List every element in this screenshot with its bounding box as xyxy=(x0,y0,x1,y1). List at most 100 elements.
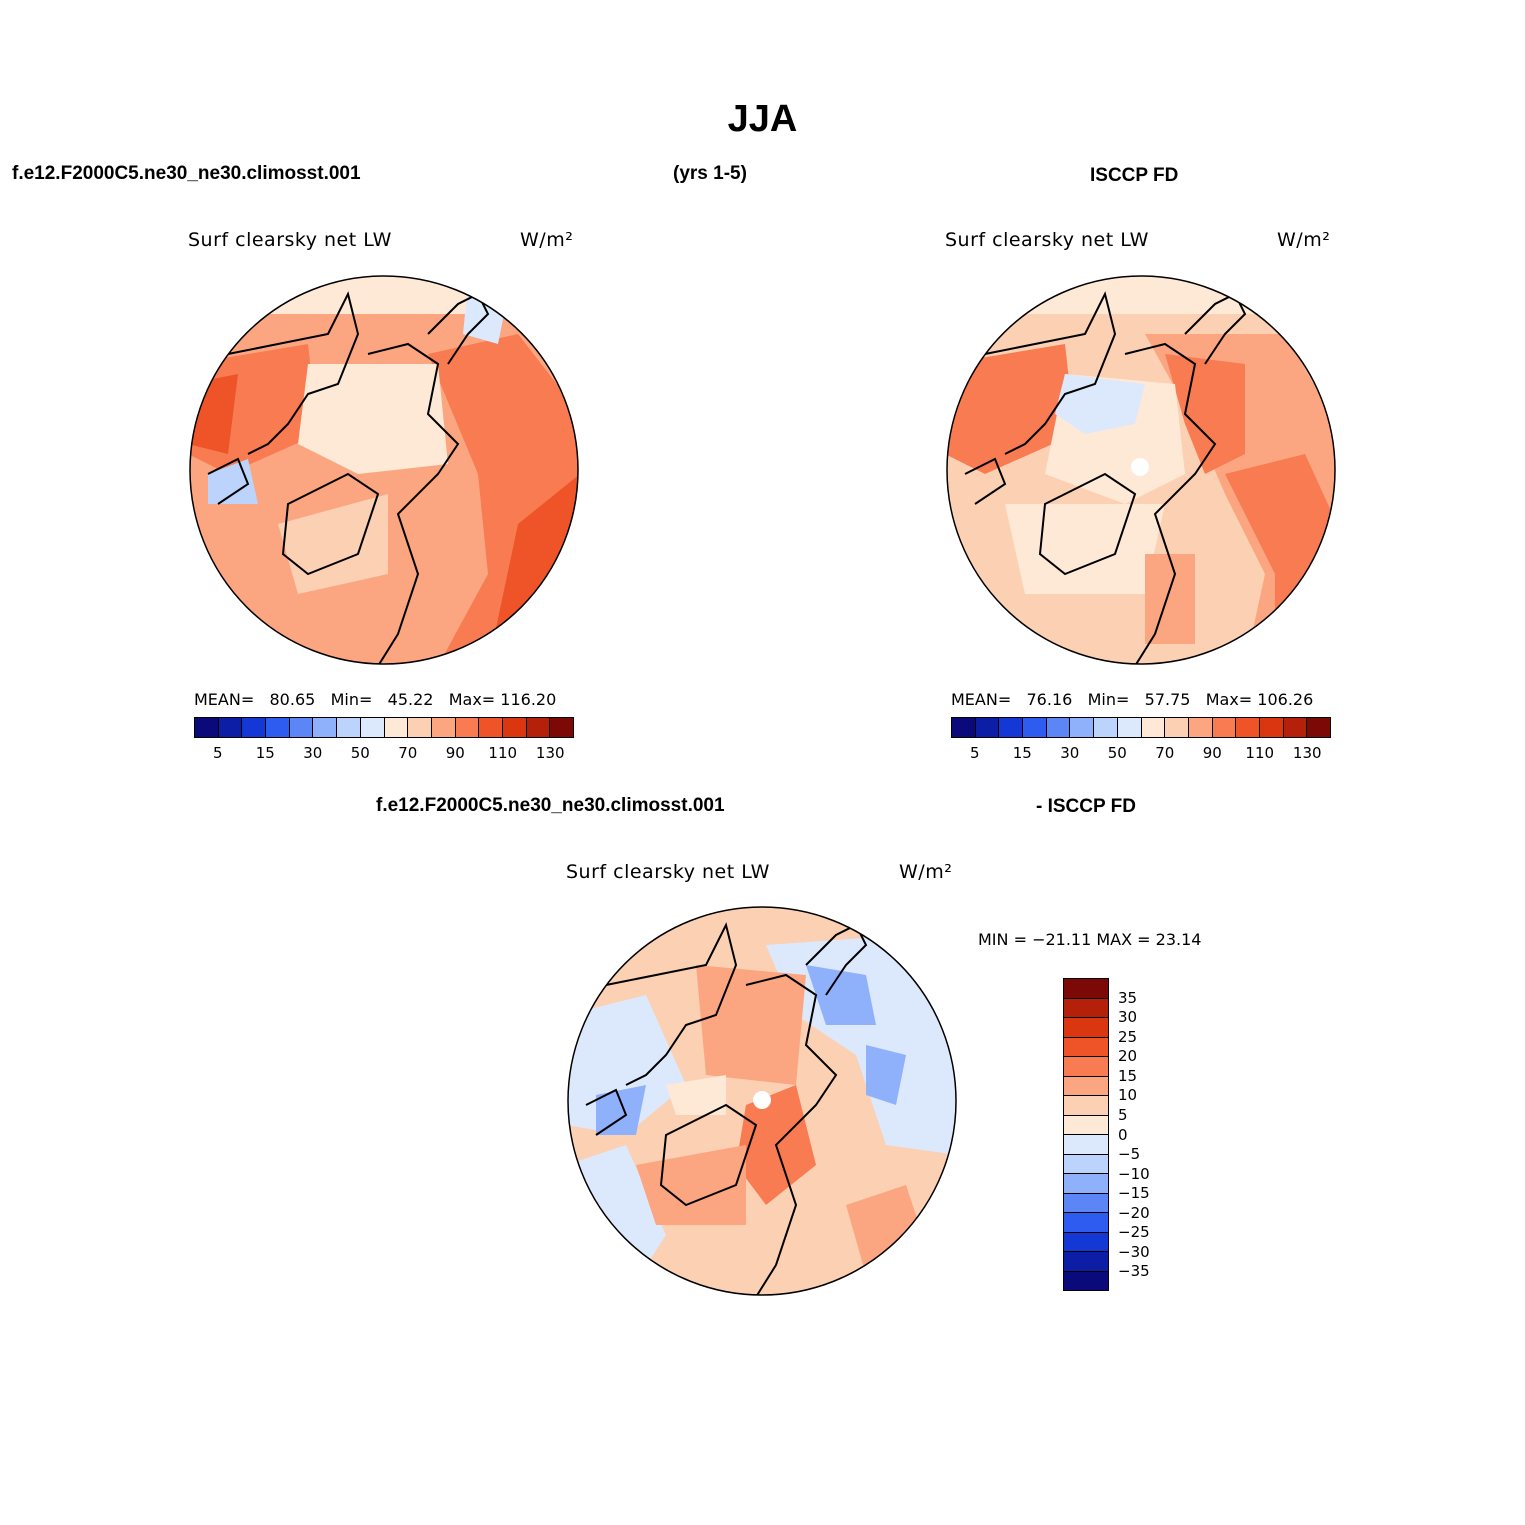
coastline xyxy=(805,923,868,996)
colorbar-tick-label: 50 xyxy=(1107,744,1127,762)
obs-panel-units: W/m² xyxy=(1277,229,1331,251)
colorbar-swatch xyxy=(1064,998,1108,1018)
field-region xyxy=(596,1085,646,1135)
colorbar-swatch xyxy=(1064,1232,1108,1252)
field-region xyxy=(806,965,876,1025)
model-stats: MEAN= 80.65 Min= 45.22 Max= 116.20 xyxy=(194,690,557,709)
colorbar-swatch xyxy=(431,718,456,737)
coastline xyxy=(207,457,250,505)
diff-minmax: MIN = −21.11 MAX = 23.14 xyxy=(978,930,1202,949)
colorbar-swatch xyxy=(1094,718,1118,737)
colorbar-swatch xyxy=(1064,1193,1108,1213)
field-region xyxy=(208,459,258,504)
obs-colorbar xyxy=(951,717,1331,738)
field-region xyxy=(666,1075,726,1115)
coastline xyxy=(1038,472,1137,576)
obs-panel-title: Surf clearsky net LW xyxy=(945,229,1149,251)
colorbar-swatch xyxy=(195,718,219,737)
colorbar-swatch xyxy=(1064,1252,1108,1272)
obs-polar-map xyxy=(946,275,1336,665)
colorbar-swatch xyxy=(1070,718,1095,737)
colorbar-tick-label: 15 xyxy=(255,744,275,762)
colorbar-swatch xyxy=(1064,1057,1108,1077)
field-region xyxy=(947,344,1075,474)
colorbar-swatch xyxy=(1165,718,1189,737)
colorbar-swatch xyxy=(1064,1076,1108,1096)
coastline xyxy=(367,342,460,664)
coastline xyxy=(427,292,490,365)
colorbar-swatch xyxy=(526,718,551,737)
colorbar-tick-label: 15 xyxy=(1012,744,1032,762)
colorbar-swatch xyxy=(313,718,338,737)
case-name-header: f.e12.F2000C5.ne30_ne30.climosst.001 xyxy=(12,163,361,184)
colorbar-swatch xyxy=(1259,718,1284,737)
model-polar-map xyxy=(189,275,579,665)
colorbar-tick-label: 70 xyxy=(1155,744,1175,762)
colorbar-tick-label: 10 xyxy=(1118,1086,1138,1105)
model-colorbar xyxy=(194,717,574,738)
colorbar-swatch xyxy=(1212,718,1237,737)
colorbar-tick-label: 5 xyxy=(969,744,980,762)
obs-name-header: ISCCP FD xyxy=(1090,165,1179,186)
colorbar-swatch xyxy=(218,718,243,737)
obs-colorbar-ticks: 5 15 30 50 70 90 110 130 xyxy=(951,744,1331,764)
colorbar-swatch xyxy=(360,718,385,737)
coastline xyxy=(984,291,1117,455)
colorbar-tick-label: 130 xyxy=(1292,744,1322,762)
colorbar-tick-label: −10 xyxy=(1118,1164,1150,1183)
coastline xyxy=(227,291,360,455)
colorbar-swatch xyxy=(1064,1213,1108,1233)
field-region xyxy=(766,935,956,1155)
colorbar-tick-label: 0 xyxy=(1118,1125,1128,1144)
colorbar-swatch xyxy=(1283,718,1308,737)
colorbar-tick-label: 15 xyxy=(1118,1066,1138,1085)
colorbar-tick-label: 50 xyxy=(350,744,370,762)
diff-case-header: f.e12.F2000C5.ne30_ne30.climosst.001 xyxy=(376,795,725,816)
obs-stats: MEAN= 76.16 Min= 57.75 Max= 106.26 xyxy=(951,690,1314,709)
colorbar-tick-label: 90 xyxy=(445,744,465,762)
colorbar-tick-label: 110 xyxy=(488,744,518,762)
model-panel-title: Surf clearsky net LW xyxy=(188,229,392,251)
diff-colorbar-ticks: 35 30 25 20 15 10 5 0 −5 −10 −15 −20 −25 −30 −35 xyxy=(1118,978,1178,1291)
colorbar-tick-label: 35 xyxy=(1118,988,1138,1007)
colorbar-tick-label: 110 xyxy=(1245,744,1275,762)
colorbar-tick-label: 30 xyxy=(1060,744,1080,762)
colorbar-tick-label: −30 xyxy=(1118,1242,1150,1261)
colorbar-swatch xyxy=(502,718,527,737)
coastline xyxy=(585,1088,628,1136)
colorbar-swatch xyxy=(1064,1115,1108,1135)
colorbar-swatch xyxy=(1117,718,1142,737)
colorbar-tick-label: 5 xyxy=(1118,1105,1128,1124)
colorbar-swatch xyxy=(1141,718,1166,737)
colorbar-tick-label: 90 xyxy=(1202,744,1222,762)
coastline xyxy=(745,973,838,1295)
diff-colorbar xyxy=(1063,978,1109,1291)
colorbar-swatch xyxy=(1064,1096,1108,1116)
colorbar-tick-label: 20 xyxy=(1118,1047,1138,1066)
colorbar-swatch xyxy=(1064,1174,1108,1194)
coastline xyxy=(964,457,1007,505)
colorbar-swatch xyxy=(1236,718,1260,737)
field-region xyxy=(1165,354,1245,474)
pole-hole xyxy=(1131,458,1149,476)
colorbar-swatch xyxy=(1188,718,1213,737)
colorbar-tick-label: 30 xyxy=(1118,1008,1138,1027)
colorbar-swatch xyxy=(289,718,314,737)
colorbar-tick-label: 30 xyxy=(303,744,323,762)
colorbar-swatch xyxy=(1046,718,1071,737)
colorbar-tick-label: −20 xyxy=(1118,1203,1150,1222)
colorbar-swatch xyxy=(1307,718,1330,737)
colorbar-tick-label: −25 xyxy=(1118,1223,1150,1242)
coastline xyxy=(1184,292,1247,365)
diff-panel-title: Surf clearsky net LW xyxy=(566,861,770,883)
coastline xyxy=(281,472,380,576)
colorbar-tick-label: 70 xyxy=(398,744,418,762)
colorbar-swatch xyxy=(1064,1271,1108,1290)
colorbar-tick-label: −5 xyxy=(1118,1145,1141,1164)
field-region xyxy=(947,276,1335,314)
colorbar-swatch xyxy=(337,718,361,737)
colorbar-swatch xyxy=(952,718,976,737)
colorbar-tick-label: −35 xyxy=(1118,1262,1150,1281)
colorbar-swatch xyxy=(975,718,1000,737)
colorbar-swatch xyxy=(1064,1135,1108,1155)
